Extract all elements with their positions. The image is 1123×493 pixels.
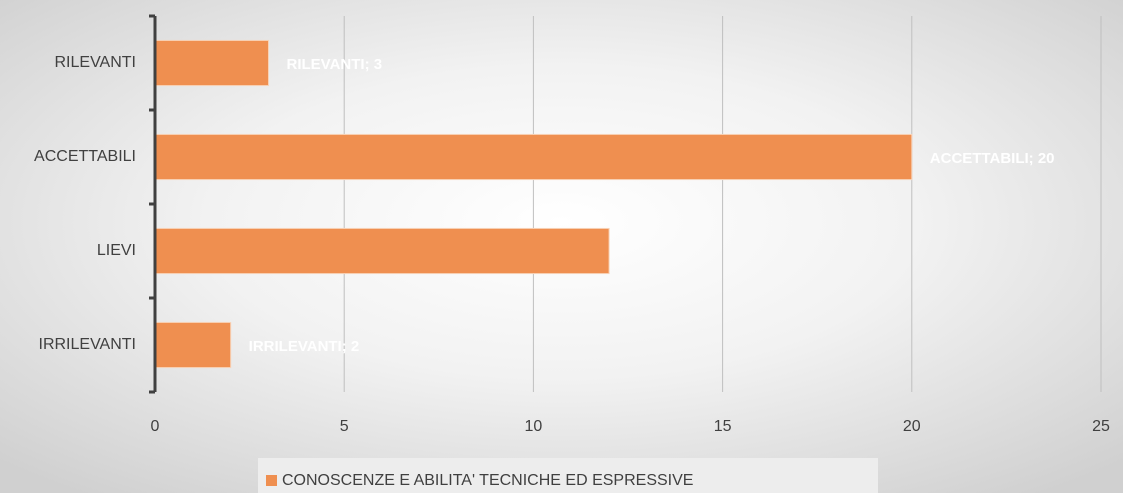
x-tick-label: 10 bbox=[525, 418, 543, 435]
y-tick-label: LIEVI bbox=[97, 242, 136, 259]
data-label: ACCETTABILI; 20 bbox=[930, 150, 1055, 167]
data-label: IRRILEVANTI; 2 bbox=[249, 338, 360, 355]
y-tick-label: RILEVANTI bbox=[55, 54, 137, 71]
data-label: RILEVANTI; 3 bbox=[287, 56, 383, 73]
bar bbox=[154, 39, 270, 87]
x-tick-label: 15 bbox=[714, 418, 732, 435]
legend-label: CONOSCENZE E ABILITA' TECNICHE ED ESPRES… bbox=[282, 472, 693, 489]
x-tick-label: 20 bbox=[903, 418, 921, 435]
legend-box bbox=[258, 458, 878, 493]
x-tick-label: 25 bbox=[1092, 418, 1110, 435]
y-tick-label: IRRILEVANTI bbox=[39, 336, 137, 353]
x-tick-label: 0 bbox=[151, 418, 160, 435]
bar bbox=[154, 227, 610, 275]
x-tick-label: 5 bbox=[340, 418, 349, 435]
bar bbox=[154, 321, 232, 369]
bar bbox=[154, 133, 913, 181]
y-tick-label: ACCETTABILI bbox=[34, 148, 136, 165]
legend-swatch bbox=[266, 475, 277, 486]
